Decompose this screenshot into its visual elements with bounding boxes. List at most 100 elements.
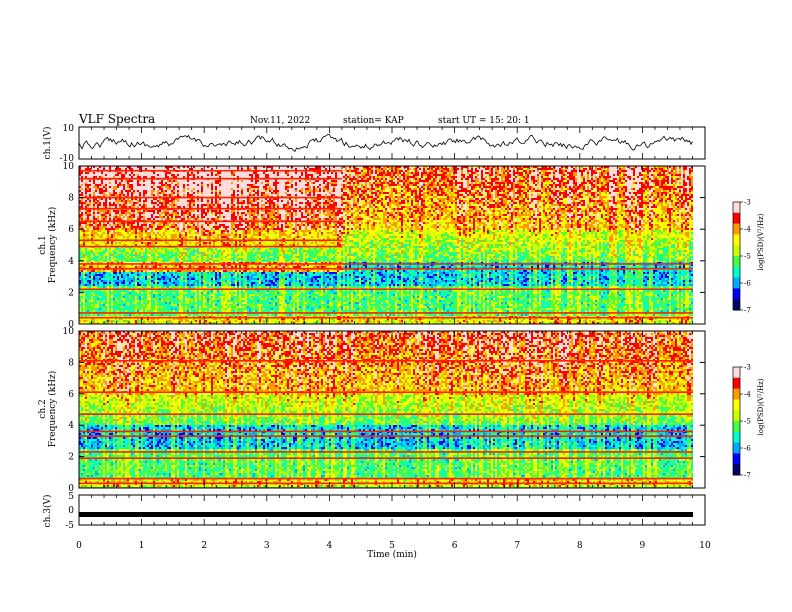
spectrogram-cell (97, 226, 99, 228)
spectrogram-cell (83, 174, 85, 176)
spectrogram-cell (91, 250, 93, 252)
spectrogram-cell (87, 232, 89, 234)
spectrogram-cell (99, 212, 101, 214)
spectrogram-cell (89, 190, 91, 192)
spectrogram-cell (93, 214, 95, 216)
spectrogram-cell (81, 234, 83, 236)
spectrogram-cell (97, 248, 99, 250)
spectrogram-cell (91, 228, 93, 230)
spectrogram-cell (85, 256, 87, 258)
spectrogram-cell (97, 304, 99, 306)
spectrogram-cell (95, 182, 97, 184)
spectrogram-cell (99, 182, 101, 184)
spectrogram-cell (91, 270, 93, 272)
spectrogram-cell (95, 270, 97, 272)
spectrogram-cell (93, 174, 95, 176)
spectrogram-cell (85, 182, 87, 184)
spectrogram-cell (85, 230, 87, 232)
spectrogram-cell (91, 210, 93, 212)
spectrogram-cell (85, 302, 87, 304)
spectrogram-cell (101, 244, 103, 246)
spectrogram-cell (83, 320, 85, 322)
spectrogram-cell (91, 304, 93, 306)
spectrogram-cell (93, 226, 95, 228)
spectrogram-cell (89, 296, 91, 298)
spectrogram-cell (85, 212, 87, 214)
spectrogram-cell (91, 274, 93, 276)
spectrogram-cell (95, 294, 97, 296)
spectrogram-cell (93, 270, 95, 272)
spectrogram-cell (87, 242, 89, 244)
spectrogram-cell (93, 252, 95, 254)
spectrogram-cell (97, 176, 99, 178)
spectrogram-cell (85, 254, 87, 256)
spectrogram-cell (81, 270, 83, 272)
spectrogram-cell (93, 276, 95, 278)
spectrogram-cell (89, 248, 91, 250)
spectrogram-cell (87, 206, 89, 208)
spectrogram-cell (93, 190, 95, 192)
spectrogram-cell (97, 280, 99, 282)
spectrogram-cell (85, 258, 87, 260)
spectrogram-cell (89, 298, 91, 300)
spectrogram-cell (81, 242, 83, 244)
spectrogram-cell (89, 300, 91, 302)
spectrogram-cell (87, 286, 89, 288)
spectrogram-cell (85, 250, 87, 252)
spectrogram-cell (81, 276, 83, 278)
spectrogram-cell (81, 176, 83, 178)
spectrogram-cell (97, 194, 99, 196)
spectrogram-cell (97, 294, 99, 296)
spectrogram-cell (89, 256, 91, 258)
spectrogram-cell (97, 284, 99, 286)
spectrogram-cell (87, 252, 89, 254)
spectrogram-cell (81, 172, 83, 174)
spectrogram-cell (89, 270, 91, 272)
spectrogram-cell (95, 216, 97, 218)
spectrogram-cell (89, 310, 91, 312)
spectrogram-cell (99, 168, 101, 170)
spectrogram-cell (81, 296, 83, 298)
spectrogram-cell (95, 258, 97, 260)
spectrogram-cell (91, 172, 93, 174)
spectrogram-cell (93, 250, 95, 252)
spectrogram-cell (87, 210, 89, 212)
spectrogram-cell (87, 218, 89, 220)
spectrogram-cell (101, 234, 103, 236)
spectrogram-cell (95, 306, 97, 308)
spectrogram-cell (93, 212, 95, 214)
spectrogram-cell (85, 290, 87, 292)
spectrogram-cell (95, 248, 97, 250)
spectrogram-cell (87, 284, 89, 286)
spectrogram-cell (87, 214, 89, 216)
spectrogram-cell (95, 202, 97, 204)
spectrogram-cell (91, 200, 93, 202)
spectrogram-cell (87, 234, 89, 236)
spectrogram-cell (99, 310, 101, 312)
station-label: station= KAP (343, 116, 404, 126)
spectrogram-cell (87, 310, 89, 312)
spectrogram-cell (101, 188, 103, 190)
spectrogram-cell (83, 218, 85, 220)
spectrogram-cell (91, 252, 93, 254)
spectrogram-cell (97, 228, 99, 230)
spectrogram-cell (93, 302, 95, 304)
spectrogram-cell (91, 186, 93, 188)
spectrogram-cell (93, 236, 95, 238)
spectrogram-cell (85, 286, 87, 288)
spectrogram-cell (85, 260, 87, 262)
spectrogram-cell (99, 260, 101, 262)
spectrogram-cell (83, 274, 85, 276)
spectrogram-cell (97, 236, 99, 238)
spectrogram-cell (81, 236, 83, 238)
spectrogram-cell (87, 266, 89, 268)
spectrogram-cell (101, 260, 103, 262)
spectrogram-cell (97, 214, 99, 216)
spectrogram-cell (83, 184, 85, 186)
spectrogram-cell (97, 270, 99, 272)
spectrogram-cell (85, 272, 87, 274)
spectrogram-cell (95, 206, 97, 208)
spectrogram-cell (97, 222, 99, 224)
spectrogram-cell (83, 202, 85, 204)
